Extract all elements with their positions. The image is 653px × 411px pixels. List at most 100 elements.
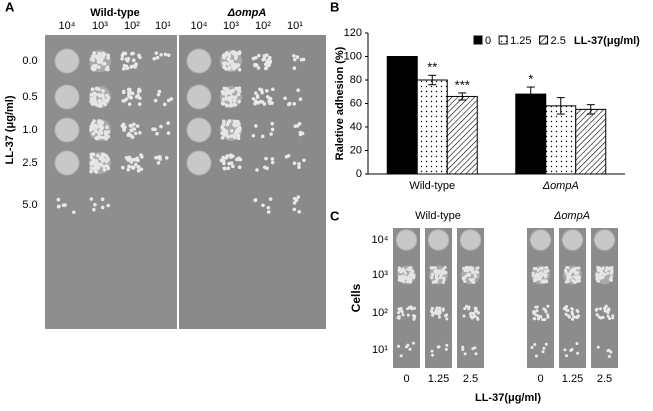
colony <box>467 305 471 309</box>
colony <box>608 266 612 270</box>
colony <box>253 63 257 68</box>
colony <box>534 313 538 317</box>
colony <box>237 67 242 72</box>
colony <box>101 152 106 157</box>
colony <box>296 195 301 199</box>
colony <box>131 58 136 63</box>
colony <box>219 158 224 163</box>
colony <box>412 306 416 310</box>
colony <box>130 64 135 69</box>
colony <box>94 136 99 140</box>
colony <box>433 266 437 270</box>
plate <box>179 35 326 329</box>
colony <box>539 271 543 275</box>
colony <box>397 344 401 348</box>
colony <box>135 124 140 128</box>
colony-spot <box>427 229 450 251</box>
colony <box>292 207 297 212</box>
colony <box>598 307 603 311</box>
colony <box>230 133 235 138</box>
colony <box>609 270 613 274</box>
colony <box>540 280 544 284</box>
colony <box>167 53 171 57</box>
significance-label: ** <box>427 60 437 75</box>
colony <box>89 169 93 174</box>
colony <box>412 316 417 320</box>
colony <box>104 137 108 141</box>
colony <box>128 123 133 128</box>
colony <box>397 266 401 270</box>
colony <box>230 154 235 158</box>
colony <box>270 121 275 126</box>
colony <box>260 90 264 95</box>
colony <box>89 155 94 160</box>
colony <box>431 313 435 317</box>
colony <box>434 275 438 279</box>
colony <box>237 51 242 56</box>
colony <box>135 156 140 161</box>
concentration-label: 1.0 <box>22 124 37 136</box>
y-tick-label: 80 <box>350 74 362 86</box>
colony <box>564 354 569 358</box>
colony <box>461 347 465 352</box>
colony <box>542 272 546 276</box>
colony <box>157 154 162 159</box>
colony <box>462 314 466 318</box>
colony <box>536 317 541 321</box>
colony <box>234 129 239 133</box>
colony <box>402 279 406 283</box>
colony <box>251 96 256 101</box>
colony <box>93 202 97 207</box>
panel-label: B <box>330 0 339 14</box>
colony <box>541 350 545 354</box>
colony <box>233 56 238 61</box>
colony <box>129 134 134 138</box>
colony <box>155 55 160 60</box>
colony <box>127 155 132 160</box>
bar <box>575 108 607 175</box>
colony <box>99 93 104 97</box>
colony <box>595 274 599 279</box>
colony <box>297 121 302 126</box>
colony <box>97 58 101 62</box>
colony <box>167 98 171 103</box>
colony <box>534 354 538 358</box>
colony <box>532 311 536 315</box>
colony <box>270 157 275 161</box>
colony <box>544 279 548 283</box>
dilution-label: 10² <box>124 20 140 32</box>
colony <box>89 124 94 129</box>
colony <box>302 158 306 163</box>
colony <box>406 313 410 317</box>
dilution-label: 10¹ <box>287 20 303 32</box>
colony <box>237 86 242 90</box>
colony-spot <box>186 84 212 110</box>
colony <box>439 273 443 277</box>
colony <box>92 51 96 55</box>
colony <box>563 268 567 272</box>
colony <box>89 152 94 157</box>
colony <box>533 342 537 347</box>
colony <box>266 205 271 210</box>
colony <box>401 274 405 278</box>
colony <box>129 160 134 164</box>
colony <box>572 275 576 279</box>
legend-label: 1.25 <box>510 35 531 47</box>
colony <box>106 203 110 208</box>
colony <box>232 119 237 124</box>
colony <box>409 305 413 309</box>
colony <box>297 162 301 166</box>
colony <box>608 278 612 282</box>
colony <box>133 131 138 136</box>
colony <box>222 101 226 106</box>
concentration-label: 5.0 <box>22 199 37 211</box>
error-bar <box>526 86 535 102</box>
dilution-label: 10³ <box>92 20 108 32</box>
colony <box>136 93 140 98</box>
colony <box>408 280 412 284</box>
dilution-label: 10¹ <box>155 20 171 32</box>
colony <box>563 306 567 310</box>
strip <box>559 228 586 368</box>
colony <box>234 64 239 69</box>
colony <box>441 308 445 312</box>
